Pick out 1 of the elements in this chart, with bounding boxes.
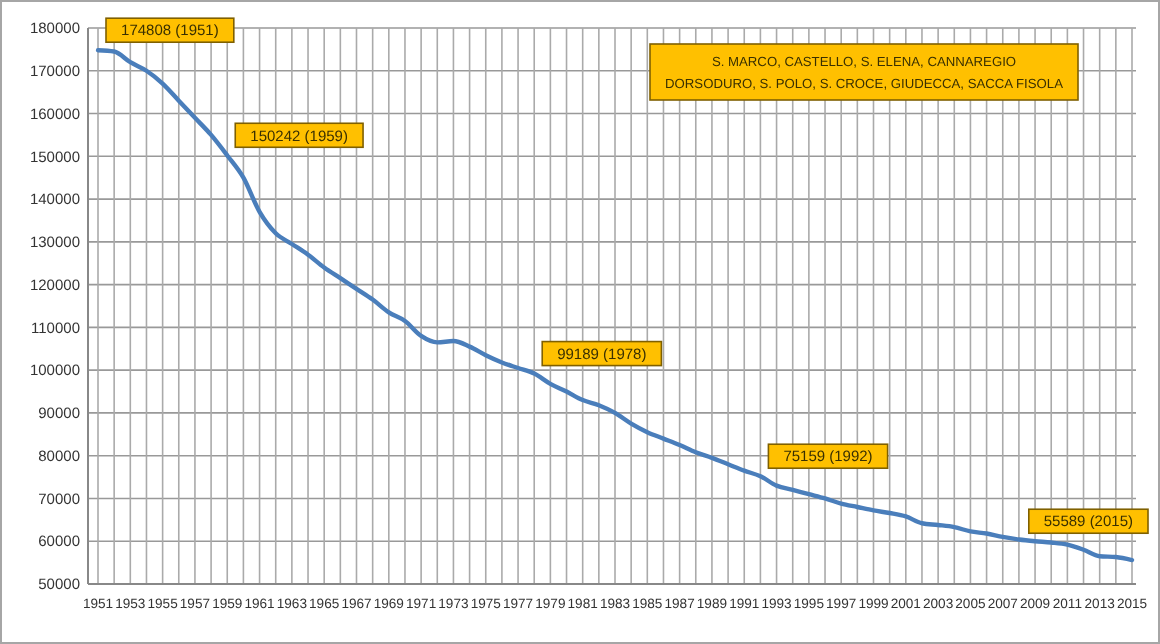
line-series [95, 48, 1135, 563]
